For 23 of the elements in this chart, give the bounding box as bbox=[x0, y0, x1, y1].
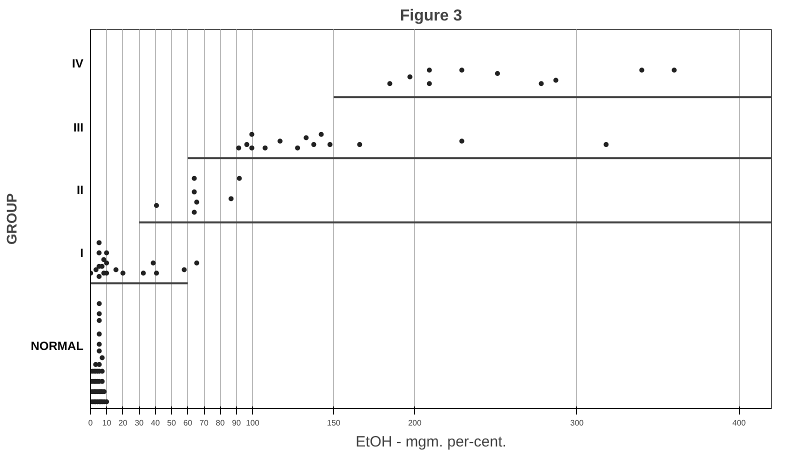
x-tick-label: 20 bbox=[118, 418, 128, 428]
x-tick-label: 300 bbox=[570, 418, 584, 428]
x-tick-label: 100 bbox=[246, 418, 260, 428]
chart-title: Figure 3 bbox=[400, 8, 462, 24]
x-tick-label: 40 bbox=[150, 418, 160, 428]
text: II bbox=[76, 183, 84, 198]
y-axis-title: GROUP bbox=[4, 193, 20, 245]
x-tick-label: 0 bbox=[88, 418, 94, 428]
x-tick-label: 10 bbox=[102, 418, 112, 428]
x-tick-label: 30 bbox=[134, 418, 144, 428]
x-tick-label: 60 bbox=[183, 418, 193, 428]
text: III bbox=[73, 120, 84, 135]
x-tick-label: 50 bbox=[167, 418, 177, 428]
x-tick-label: 200 bbox=[408, 418, 422, 428]
x-tick-label: 400 bbox=[732, 418, 746, 428]
x-tick-label: 90 bbox=[232, 418, 242, 428]
x-tick-label: 80 bbox=[216, 418, 226, 428]
text: NORMAL bbox=[30, 338, 84, 353]
text: IV bbox=[72, 56, 84, 70]
x-axis-title: EtOH - mgm. per-cent. bbox=[356, 434, 506, 450]
x-tick-label: 70 bbox=[200, 418, 209, 428]
x-tick-label: 150 bbox=[327, 418, 341, 428]
text: I bbox=[80, 246, 84, 260]
